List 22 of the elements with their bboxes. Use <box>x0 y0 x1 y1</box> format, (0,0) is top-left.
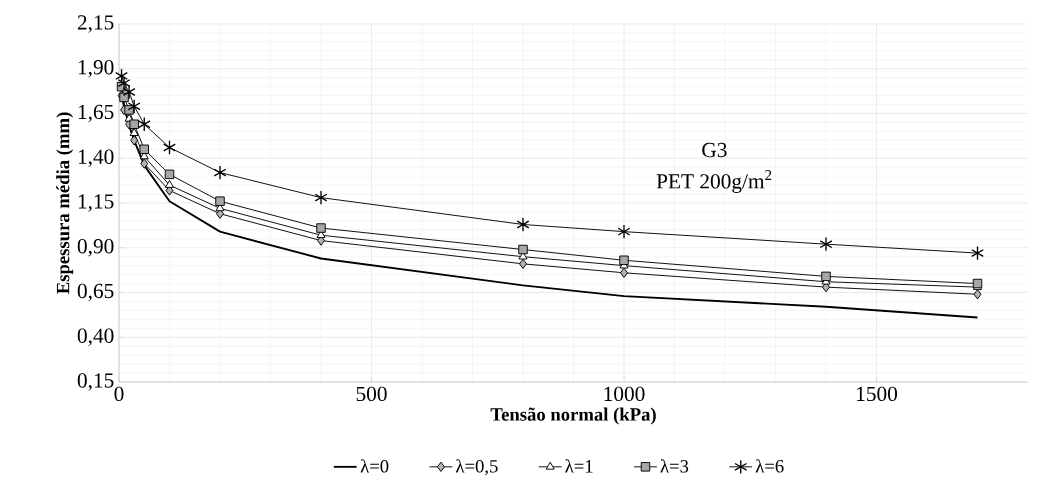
x-tick-label: 1500 <box>857 386 898 402</box>
y-axis-title: Espessura média (mm) <box>56 112 74 294</box>
y-tick-label: 1,15 <box>78 194 114 212</box>
y-tick-label: 0,90 <box>77 239 114 257</box>
legend-label: λ=0 <box>360 459 389 473</box>
legend-label: λ=1 <box>565 459 593 473</box>
annotation: G3 <box>702 142 727 158</box>
x-axis-title: Tensão normal (kPa) <box>490 407 656 425</box>
y-tick-label: 1,90 <box>78 60 114 78</box>
legend-label: λ=6 <box>755 459 784 473</box>
y-tick-label: 0,40 <box>77 328 114 346</box>
x-tick-label: 1000 <box>604 386 645 402</box>
annotation: PET 200g/m$^{2}$ <box>656 170 772 193</box>
x-tick-label: 0 <box>114 386 124 402</box>
y-tick-label: 0,65 <box>77 283 114 302</box>
y-tick-label: 0,15 <box>77 373 114 391</box>
legend-label: λ=0,5 <box>455 459 498 476</box>
y-tick-label: 1,65 <box>78 104 114 123</box>
y-tick-label: 1,40 <box>78 149 114 167</box>
legend-label: λ=3 <box>660 459 689 473</box>
y-tick-label: 2,15 <box>77 15 114 33</box>
x-tick-label: 500 <box>356 386 387 402</box>
